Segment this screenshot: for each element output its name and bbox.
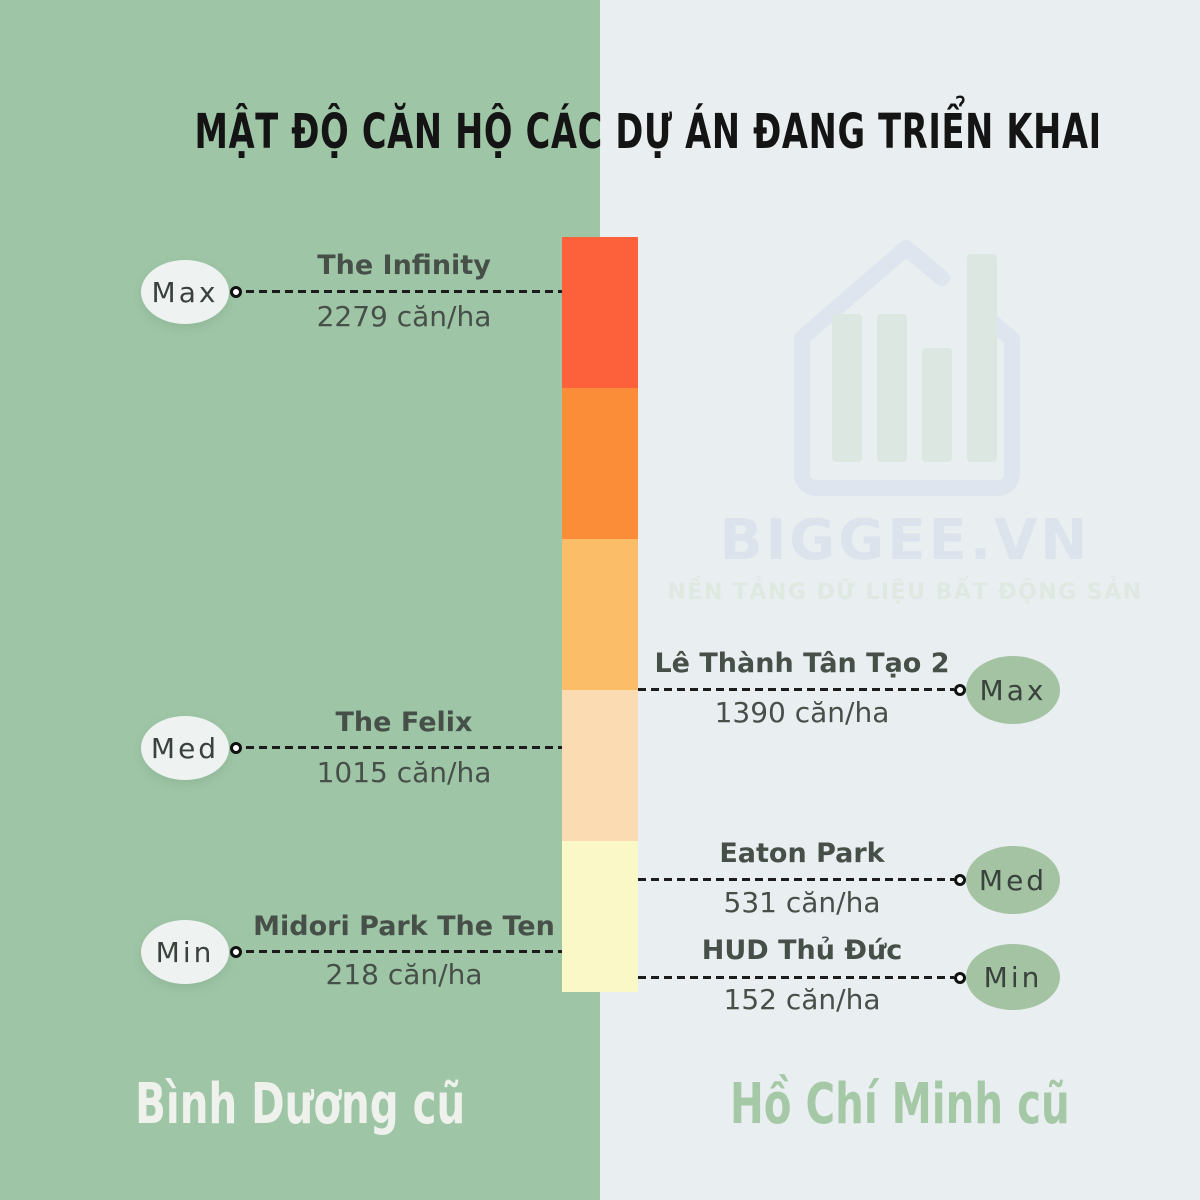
connector-dot <box>230 742 242 754</box>
project-value: 218 căn/ha <box>325 958 483 991</box>
project-label: HUD Thủ Đức <box>701 935 903 966</box>
project-label: Lê Thành Tân Tạo 2 <box>654 648 950 679</box>
scale-segment-4 <box>562 690 638 841</box>
left-region-background <box>0 0 600 1200</box>
scale-segment-2 <box>562 388 638 539</box>
callout-line <box>246 290 562 293</box>
page-title-text: MẬT ĐỘ CĂN HỘ CÁC DỰ ÁN ĐANG TRIỂN KHAI <box>194 104 1102 160</box>
connector-dot <box>230 286 242 298</box>
region-label-left-text: Bình Dương cũ <box>134 1072 466 1137</box>
project-value: 531 căn/ha <box>723 886 881 919</box>
project-label: The Infinity <box>317 250 491 281</box>
project-label: The Felix <box>335 707 473 738</box>
watermark-brand: BIGGEE.VN <box>719 508 1091 573</box>
level-badge-right-max: Max <box>966 656 1060 724</box>
connector-dot <box>954 874 966 886</box>
watermark-tagline: NỀN TẢNG DỮ LIỆU BẤT ĐỘNG SẢN <box>667 580 1143 605</box>
project-label: Midori Park The Ten <box>253 911 555 942</box>
level-badge-right-min: Min <box>966 944 1060 1010</box>
project-value: 1390 căn/ha <box>714 696 890 729</box>
connector-dot <box>954 684 966 696</box>
connector-dot <box>954 972 966 984</box>
callout-line <box>638 878 954 881</box>
level-badge-right-med: Med <box>966 846 1060 914</box>
region-label-right-text: Hồ Chí Minh cũ <box>730 1072 1070 1137</box>
connector-dot <box>230 946 242 958</box>
callout-line <box>246 746 562 749</box>
region-label-left: Bình Dương cũ <box>0 1072 600 1137</box>
level-badge-left-med: Med <box>141 716 229 780</box>
scale-segment-3 <box>562 539 638 690</box>
project-value: 152 căn/ha <box>723 983 881 1016</box>
level-badge-left-min: Min <box>141 920 229 984</box>
level-badge-left-max: Max <box>141 260 229 324</box>
watermark-house-bar-chart-icon <box>794 240 1020 496</box>
density-scale-bar <box>562 237 638 992</box>
region-label-right: Hồ Chí Minh cũ <box>600 1072 1200 1137</box>
project-value: 2279 căn/ha <box>316 300 492 333</box>
callout-line <box>246 950 562 953</box>
callout-line <box>638 688 954 691</box>
project-label: Eaton Park <box>719 838 885 869</box>
project-value: 1015 căn/ha <box>316 756 492 789</box>
scale-segment-5 <box>562 841 638 992</box>
callout-line <box>638 976 954 979</box>
scale-segment-1 <box>562 237 638 388</box>
page-title: MẬT ĐỘ CĂN HỘ CÁC DỰ ÁN ĐANG TRIỂN KHAI <box>0 104 1200 160</box>
